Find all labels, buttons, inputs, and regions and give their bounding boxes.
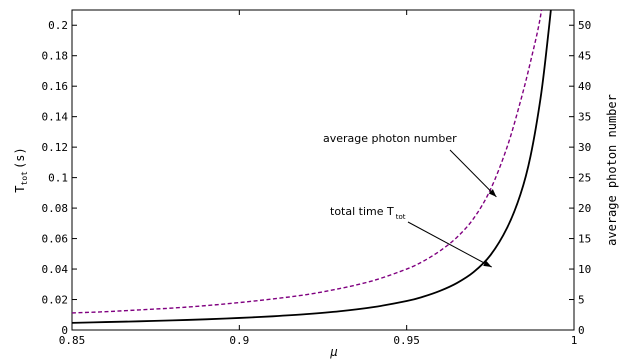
- y-tick-label-5: 0.1: [48, 172, 68, 185]
- y2-tick-label-0: 0: [578, 324, 585, 337]
- x-axis-ticks: 0.85 0.9 0.95 1: [59, 10, 578, 347]
- annotation-photon-label: average photon number: [323, 132, 457, 145]
- annotation-photon-arrow: [449, 149, 497, 198]
- series-line-0: [72, 10, 552, 324]
- annotation-total-arrowhead: [483, 260, 492, 267]
- y2-tick-label-2: 10: [578, 263, 591, 276]
- y-tick-label-2: 0.04: [42, 263, 69, 276]
- plot-frame: [71, 9, 575, 331]
- x-tick-label-3: 1: [571, 334, 578, 347]
- y-axis-ticks: 0 0.02 0.04 0.06 0.08 0.1 0.12 0.14 0.16 0.18 0.2: [42, 19, 77, 337]
- y-tick-label-8: 0.16: [42, 80, 69, 93]
- x-axis-label: μ: [329, 345, 337, 359]
- y2-tick-label-3: 15: [578, 233, 591, 246]
- series-line-1: [72, 10, 543, 314]
- y2-axis-ticks: 0 5 10 15 20 25 30 35 40 45 50: [569, 19, 591, 337]
- y-tick-label-3: 0.06: [42, 233, 69, 246]
- y-tick-label-6: 0.12: [42, 141, 69, 154]
- y2-tick-label-8: 40: [578, 80, 591, 93]
- series-layer: [72, 10, 552, 324]
- svg-text:average photon number: average photon number: [605, 94, 619, 246]
- y2-tick-label-9: 45: [578, 50, 591, 63]
- y-tick-label-0: 0: [61, 324, 68, 337]
- y-axis-label: Ttot(s): [13, 147, 29, 192]
- y-tick-label-10: 0.2: [48, 19, 68, 32]
- annotation-photon: average photon number: [323, 132, 497, 198]
- x-tick-label-1: 0.9: [229, 334, 249, 347]
- annotation-total-arrow: [407, 221, 492, 268]
- x-tick-label-0: 0.85: [59, 334, 86, 347]
- y2-axis-label: average photon number: [605, 94, 619, 246]
- y2-tick-label-6: 30: [578, 141, 591, 154]
- y2-tick-label-10: 50: [578, 19, 591, 32]
- y2-tick-label-4: 20: [578, 202, 591, 215]
- y2-tick-label-5: 25: [578, 172, 591, 185]
- y-tick-label-4: 0.08: [42, 202, 69, 215]
- y2-tick-label-1: 5: [578, 294, 585, 307]
- y-tick-label-7: 0.14: [42, 111, 69, 124]
- y-tick-label-1: 0.02: [42, 294, 69, 307]
- y-tick-label-9: 0.18: [42, 50, 69, 63]
- annotation-photon-arrowhead: [488, 189, 497, 197]
- x-tick-label-2: 0.95: [393, 334, 420, 347]
- svg-text:Ttot(s): Ttot(s): [13, 147, 29, 192]
- y2-tick-label-7: 35: [578, 111, 591, 124]
